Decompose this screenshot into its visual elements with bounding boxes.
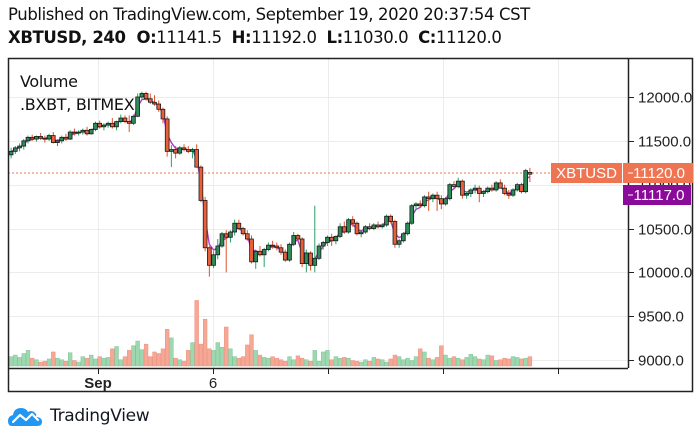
price-tick-label: 9000.0: [638, 353, 684, 370]
time-tick-label: 6: [209, 375, 217, 392]
price-tick-label: 11500.0: [638, 134, 691, 151]
index-line: [10, 98, 531, 261]
index-price-tag: 11117.0: [623, 185, 691, 205]
ohlc-close: C:11120.0: [418, 28, 502, 47]
legend-index: .BXBT, BITMEX: [20, 95, 135, 114]
chart-frame: [7, 57, 694, 393]
legend-volume: Volume: [20, 72, 78, 91]
symbol-ohlc-line: XBTUSD, 240 O:11141.5 H:11192.0 L:11030.…: [8, 28, 506, 47]
price-tick-label: 10500.0: [638, 222, 692, 239]
ohlc-low: L:11030.0: [326, 28, 409, 47]
published-caption: Published on TradingView.com, September …: [8, 5, 530, 24]
time-tick-label: Sep: [84, 375, 112, 392]
svg-text:XBTUSD: XBTUSD: [556, 165, 617, 182]
svg-text:11117.0: 11117.0: [634, 187, 685, 204]
ohlc-open: O:11141.5: [136, 28, 222, 47]
last-price-tag: 11120.0: [623, 163, 693, 183]
tradingview-logo-icon: [8, 408, 42, 426]
price-tick-label: 12000.0: [638, 90, 692, 107]
price-axis[interactable]: 12000.011500.011000.010500.010000.09500.…: [628, 90, 692, 370]
candlesticks: [8, 91, 533, 277]
volume-bars: [8, 300, 533, 367]
brand-name: TradingView: [50, 406, 150, 426]
symbol-price-tag: XBTUSD: [551, 163, 622, 183]
price-tick-label: 10000.0: [638, 265, 692, 282]
ohlc-high: H:11192.0: [231, 28, 317, 47]
chart-legend: Volume .BXBT, BITMEX: [20, 70, 135, 116]
price-tick-label: 9500.0: [638, 309, 684, 326]
tradingview-footer[interactable]: TradingView: [8, 404, 150, 428]
svg-text:11120.0: 11120.0: [633, 165, 685, 182]
time-axis[interactable]: Sep 6: [84, 368, 559, 392]
symbol-label: XBTUSD, 240: [8, 28, 126, 47]
